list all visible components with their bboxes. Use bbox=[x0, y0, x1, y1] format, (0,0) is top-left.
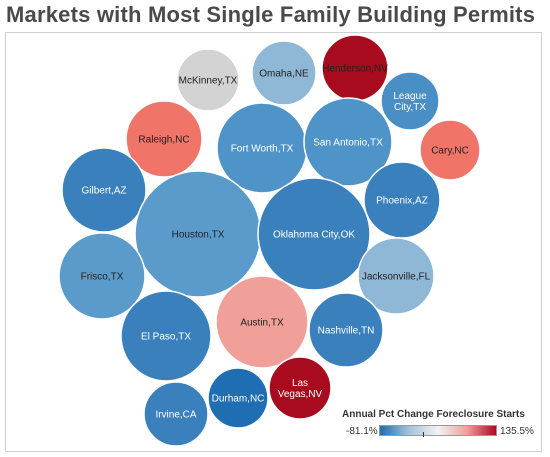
bubble-circle[interactable] bbox=[215, 275, 309, 369]
bubble-label: Raleigh,NC bbox=[138, 135, 189, 146]
bubble-frisco-tx[interactable]: Frisco,TX bbox=[58, 232, 146, 320]
bubble-mckinney-tx[interactable]: McKinney,TX bbox=[176, 48, 240, 112]
bubble-label: El Paso,TX bbox=[141, 332, 191, 343]
legend-color-ramp bbox=[379, 425, 497, 436]
bubble-circle[interactable] bbox=[61, 147, 147, 233]
bubble-label: Las Vegas,NV bbox=[278, 378, 323, 400]
bubble-label: San Antonio,TX bbox=[313, 138, 383, 149]
legend-min-label: -81.1% bbox=[346, 426, 378, 437]
legend-max-label: 135.5% bbox=[500, 426, 534, 437]
legend-zero-tick bbox=[423, 432, 425, 437]
bubble-oklahoma-city-ok[interactable]: Oklahoma City,OK bbox=[257, 177, 371, 291]
bubble-henderson-nv[interactable]: Henderson,NV bbox=[321, 34, 389, 102]
bubble-circle[interactable] bbox=[308, 292, 384, 368]
bubble-circle[interactable] bbox=[176, 48, 240, 112]
bubble-label: Omaha,NE bbox=[259, 69, 309, 80]
bubble-gilbert-az[interactable]: Gilbert,AZ bbox=[61, 147, 147, 233]
bubble-circle[interactable] bbox=[257, 177, 371, 291]
chart-title: Markets with Most Single Family Building… bbox=[6, 2, 536, 27]
bubble-circle[interactable] bbox=[419, 119, 481, 181]
bubble-circle[interactable] bbox=[357, 237, 435, 315]
bubble-las-vegas-nv[interactable]: Las Vegas,NV bbox=[268, 356, 332, 420]
bubble-label: Houston,TX bbox=[172, 230, 225, 241]
bubble-label: Cary,NC bbox=[431, 146, 469, 157]
bubble-raleigh-nc[interactable]: Raleigh,NC bbox=[125, 100, 203, 178]
bubble-cary-nc[interactable]: Cary,NC bbox=[419, 119, 481, 181]
bubble-nashville-tn[interactable]: Nashville,TN bbox=[308, 292, 384, 368]
legend-title: Annual Pct Change Foreclosure Starts bbox=[342, 409, 525, 420]
bubble-label: Durham,NC bbox=[212, 394, 265, 405]
bubble-circle[interactable] bbox=[251, 40, 317, 106]
bubble-el-paso-tx[interactable]: El Paso,TX bbox=[120, 290, 212, 382]
bubble-circle[interactable] bbox=[268, 356, 332, 420]
bubble-label: Fort Worth,TX bbox=[231, 144, 294, 155]
bubble-circle[interactable] bbox=[303, 97, 393, 187]
bubble-circle[interactable] bbox=[380, 71, 440, 131]
bubble-label: Gilbert,AZ bbox=[81, 186, 126, 197]
bubble-label: Nashville,TN bbox=[318, 326, 375, 337]
bubble-league-city-tx[interactable]: League City,TX bbox=[380, 71, 440, 131]
bubble-label: League City,TX bbox=[393, 91, 427, 113]
bubble-circle[interactable] bbox=[143, 381, 209, 447]
bubble-label: McKinney,TX bbox=[179, 76, 238, 87]
bubble-circle[interactable] bbox=[58, 232, 146, 320]
bubble-label: Jacksonville,FL bbox=[362, 272, 431, 283]
bubble-phoenix-az[interactable]: Phoenix,AZ bbox=[363, 161, 441, 239]
bubble-san-antonio-tx[interactable]: San Antonio,TX bbox=[303, 97, 393, 187]
bubble-irvine-ca[interactable]: Irvine,CA bbox=[143, 381, 209, 447]
bubble-circle[interactable] bbox=[120, 290, 212, 382]
bubble-label: Oklahoma City,OK bbox=[273, 230, 355, 241]
bubble-label: Austin,TX bbox=[240, 318, 284, 329]
chart-frame bbox=[5, 32, 542, 452]
bubble-durham-nc[interactable]: Durham,NC bbox=[207, 367, 269, 429]
bubble-austin-tx[interactable]: Austin,TX bbox=[215, 275, 309, 369]
bubble-omaha-ne[interactable]: Omaha,NE bbox=[251, 40, 317, 106]
bubble-label: Henderson,NV bbox=[322, 64, 388, 75]
bubble-label: Phoenix,AZ bbox=[376, 196, 428, 207]
bubble-label: Irvine,CA bbox=[155, 410, 196, 421]
bubble-label: Frisco,TX bbox=[81, 272, 124, 283]
bubble-jacksonville-fl[interactable]: Jacksonville,FL bbox=[357, 237, 435, 315]
bubble-circle[interactable] bbox=[125, 100, 203, 178]
bubble-houston-tx[interactable]: Houston,TX bbox=[134, 170, 262, 298]
bubble-circle[interactable] bbox=[207, 367, 269, 429]
